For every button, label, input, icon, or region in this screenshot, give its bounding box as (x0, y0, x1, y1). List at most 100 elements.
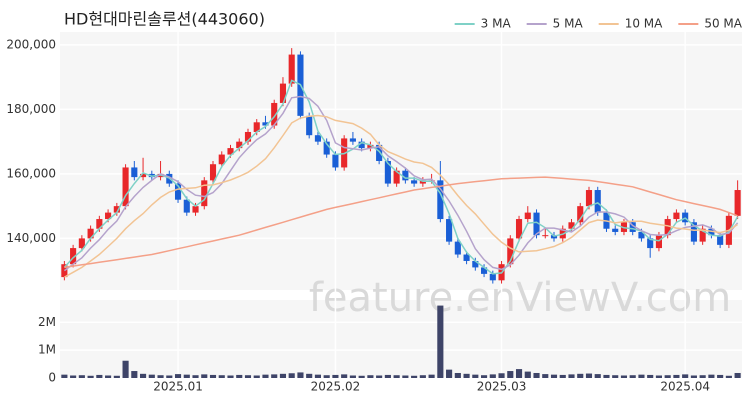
candle-body (113, 206, 120, 213)
volume-bar (717, 374, 724, 378)
volume-bar (533, 372, 540, 378)
volume-bar (577, 373, 584, 378)
ma-line (63, 95, 739, 272)
volume-bar (481, 375, 488, 378)
y-tick-label: 1M (38, 343, 56, 357)
volume-bar (253, 375, 260, 378)
chart-title: HD현대마린솔루션(443060) (64, 10, 265, 29)
volume-bar (376, 375, 383, 378)
candle-body (734, 190, 741, 216)
candle-body (481, 267, 488, 274)
candle-body (489, 273, 496, 281)
candle-body (105, 212, 112, 220)
volume-bar (498, 373, 505, 378)
ma-line (63, 79, 739, 275)
volume-bar (279, 373, 287, 378)
y-tick-label: 160,000 (6, 166, 56, 180)
candle-body (174, 183, 182, 200)
y-tick-label: 140,000 (6, 231, 56, 245)
volume-bar (472, 374, 479, 378)
volume-bar (174, 374, 182, 378)
volume-bar (244, 375, 252, 378)
candle-body (437, 180, 444, 220)
volume-bar (323, 375, 330, 378)
candle-body (402, 170, 409, 181)
candle-body (568, 222, 575, 229)
volume-bar (585, 373, 593, 378)
candle-body (218, 154, 225, 165)
volume-bar (236, 374, 243, 378)
volume-bar (690, 375, 697, 378)
volume-bar (568, 374, 575, 378)
volume-bar (78, 375, 85, 378)
candle-body (262, 122, 269, 126)
candle-body (122, 167, 129, 207)
candle-body (393, 170, 400, 184)
volume-bar (647, 374, 654, 378)
candle-body (507, 238, 514, 265)
volume-bar (437, 305, 444, 378)
candle-body (638, 231, 645, 239)
candle-body (594, 190, 601, 213)
volume-bar (262, 374, 269, 378)
candle-body (236, 141, 243, 149)
volume-bar (393, 375, 400, 378)
candle-body (314, 135, 321, 142)
volume-bar (699, 375, 706, 378)
volume-bar (96, 374, 103, 378)
volume-bar (271, 374, 278, 378)
volume-bar (524, 371, 531, 378)
candle-body (647, 238, 654, 249)
volume-bar (454, 372, 461, 378)
volume-bar (227, 375, 234, 378)
volume-bar (515, 369, 523, 378)
candle-body (279, 83, 287, 103)
volume-bar (402, 375, 409, 378)
volume-bar (105, 375, 112, 378)
volume-bar (664, 375, 671, 378)
candle-body (306, 115, 313, 136)
volume-bar (157, 375, 164, 378)
candle-body (515, 219, 523, 239)
price-plot-area (60, 32, 742, 290)
watermark: feature.enViewV.com (309, 275, 731, 321)
candle-body (533, 212, 540, 236)
candle-body (384, 161, 391, 184)
candle-body (655, 235, 662, 249)
volume-bar (201, 374, 208, 378)
volume-bar (140, 373, 147, 378)
candle-body (454, 241, 461, 255)
volume-bar (620, 375, 628, 378)
volume-bar (507, 371, 514, 378)
y-tick-label: 180,000 (6, 102, 56, 116)
volume-bar (559, 374, 566, 378)
volume-bar (428, 374, 435, 378)
volume-bar (411, 375, 418, 378)
candle-body (140, 173, 147, 178)
volume-bar (306, 373, 313, 378)
candle-body (612, 228, 619, 232)
volume-bar (122, 360, 129, 378)
candle-body (673, 212, 680, 220)
candle-body (70, 248, 77, 265)
candle-body (61, 264, 68, 278)
candle-body (376, 144, 383, 161)
volume-bar (166, 375, 173, 378)
volume-bar (87, 375, 94, 378)
y-tick-label: 2M (38, 315, 56, 329)
candle-body (244, 131, 252, 142)
legend-label: 3 MA (481, 17, 512, 31)
volume-bar (734, 372, 741, 378)
volume-bar (70, 375, 77, 378)
volume-bar (725, 375, 732, 378)
volume-bar (489, 374, 496, 378)
volume-bar (183, 374, 190, 378)
candle-body (288, 54, 295, 84)
candle-body (524, 212, 531, 220)
volume-bar (638, 374, 645, 378)
volume-bar (419, 375, 426, 378)
volume-bar (682, 374, 689, 378)
volume-bar (612, 375, 619, 378)
candle-body (577, 206, 584, 223)
volume-bar (341, 374, 348, 378)
